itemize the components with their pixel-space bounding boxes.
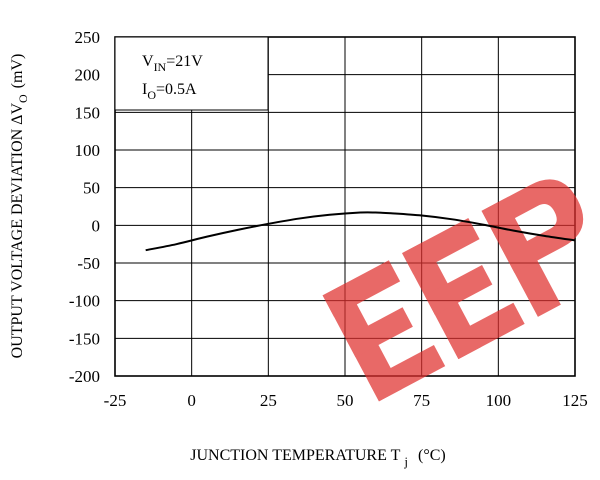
x-axis-title-sub: j — [403, 454, 408, 469]
x-tick-label: 0 — [187, 391, 196, 410]
y-axis-title: OUTPUT VOLTAGE DEVIATION ΔVO (mV) — [9, 54, 30, 359]
watermark-letter-e2 — [402, 217, 525, 360]
y-tick-label: 250 — [75, 28, 101, 47]
watermark-letter-p — [481, 179, 584, 317]
y-tick-label: -100 — [69, 292, 100, 311]
legend-box — [114, 36, 269, 111]
annotation-io-main: I — [142, 81, 147, 98]
x-axis-title-unit: (°C) — [418, 447, 446, 464]
y-axis-title-sub: O — [16, 94, 30, 103]
annotation-vin-main: V — [142, 53, 154, 70]
y-tick-label: -50 — [77, 254, 100, 273]
y-tick-label: 150 — [75, 103, 101, 122]
x-tick-label: 125 — [562, 391, 588, 410]
x-tick-labels: -25 0 25 50 75 100 125 — [104, 391, 588, 410]
x-tick-label: 50 — [337, 391, 354, 410]
watermark-letter-e1 — [322, 260, 446, 402]
watermark — [322, 179, 584, 402]
y-tick-labels: 250 200 150 100 50 0 -50 -100 -150 -200 — [69, 28, 100, 386]
watermark-logo — [322, 179, 584, 402]
y-tick-label: 200 — [75, 66, 101, 85]
series-line — [145, 211, 576, 252]
x-tick-label: 75 — [413, 391, 430, 410]
y-axis-title-main: OUTPUT VOLTAGE DEVIATION ΔV — [9, 103, 26, 359]
annotation-vin: VIN=21V — [142, 53, 203, 74]
x-axis-title-main: JUNCTION TEMPERATURE T — [190, 447, 400, 464]
y-tick-label: 50 — [83, 179, 100, 198]
y-tick-label: -200 — [69, 367, 100, 386]
y-tick-label: 0 — [92, 216, 101, 235]
x-tick-label: -25 — [104, 391, 127, 410]
y-axis-title-unit: (mV) — [9, 54, 26, 89]
annotation-io: IO=0.5A — [142, 81, 197, 102]
y-tick-label: 100 — [75, 141, 101, 160]
x-tick-label: 100 — [486, 391, 512, 410]
annotation-vin-sub: IN — [154, 60, 167, 74]
annotation-io-sub: O — [147, 88, 156, 102]
y-tick-label: -150 — [69, 329, 100, 348]
x-tick-label: 25 — [260, 391, 277, 410]
annotation-vin-rest: =21V — [166, 53, 203, 70]
annotation-io-rest: =0.5A — [156, 81, 197, 98]
